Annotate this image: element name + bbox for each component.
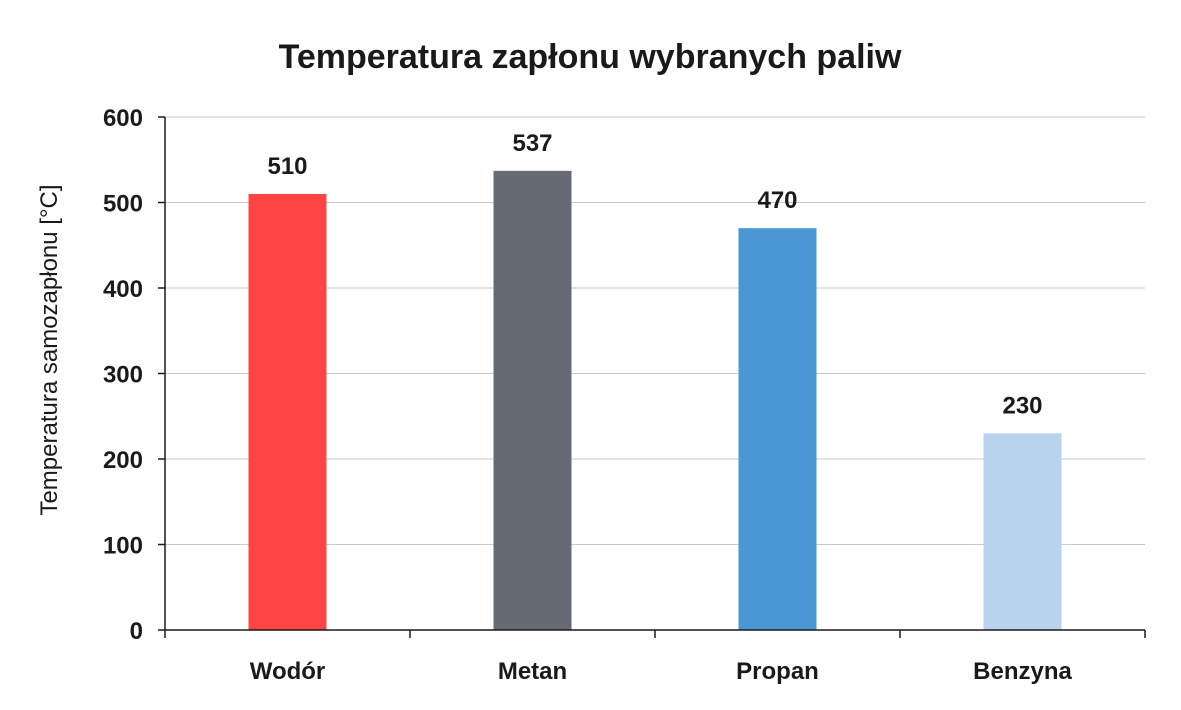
axes (158, 116, 1146, 638)
x-tick-labels: Wodór Metan Propan Benzyna (250, 658, 1073, 685)
bar-benzyna (983, 433, 1062, 630)
y-axis-label: Temperatura samozapłonu [°C] (36, 184, 63, 515)
y-tick-label: 600 (103, 105, 143, 132)
x-tick-label: Metan (498, 658, 567, 685)
bar-metan (493, 170, 572, 631)
y-tick-label: 300 (103, 362, 143, 389)
x-tick-label: Wodór (250, 658, 326, 685)
data-labels: 510 537 470 230 (267, 130, 1042, 419)
y-tick-label: 200 (103, 447, 143, 474)
x-tick-label: Benzyna (973, 658, 1072, 685)
bars (248, 170, 1062, 631)
data-label: 470 (757, 187, 797, 214)
gridlines (165, 116, 1145, 545)
bar-propan (738, 228, 817, 630)
x-tick-label: Propan (736, 658, 819, 685)
bar-wodór (248, 193, 327, 630)
chart-title: Temperatura zapłonu wybranych paliw (279, 38, 902, 76)
data-label: 230 (1002, 392, 1042, 419)
y-tick-label: 100 (103, 533, 143, 560)
y-tick-labels: 0 100 200 300 400 500 600 (103, 105, 143, 645)
y-tick-label: 0 (130, 618, 143, 645)
data-label: 510 (267, 153, 307, 180)
y-tick-label: 500 (103, 191, 143, 218)
data-label: 537 (512, 130, 552, 157)
y-tick-label: 400 (103, 276, 143, 303)
